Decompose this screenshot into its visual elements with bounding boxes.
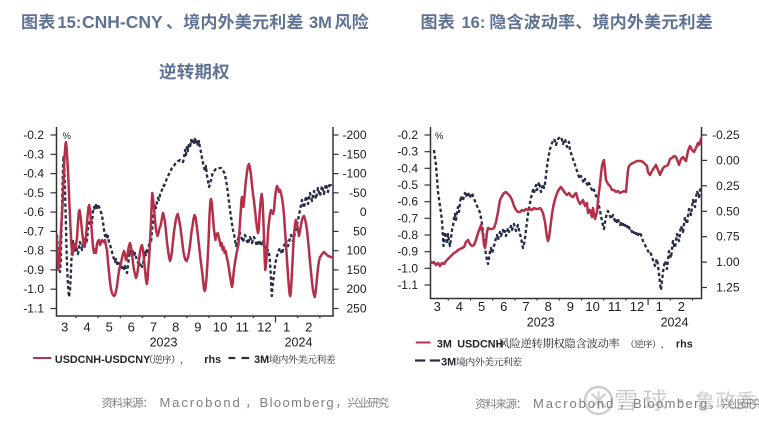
svg-text:-0.8: -0.8 [397,228,418,242]
svg-text:250: 250 [346,302,366,316]
svg-text:-0.5: -0.5 [397,178,418,192]
svg-text:-150: -150 [342,147,366,161]
svg-text:-1.1: -1.1 [23,302,44,316]
svg-text:CNH-CNY: CNH-CNY [82,12,163,32]
svg-text:12: 12 [257,320,271,335]
svg-text:3M: 3M [441,357,456,369]
svg-text:-0.2: -0.2 [23,128,44,142]
svg-text:0.50: 0.50 [716,204,740,218]
svg-text:Bloomberg: Bloomberg [260,395,335,410]
svg-text:10: 10 [585,299,599,314]
svg-text:0.25: 0.25 [716,179,740,193]
svg-text:5: 5 [478,299,485,314]
svg-text:-0.7: -0.7 [23,224,44,238]
svg-text:7: 7 [522,299,529,314]
svg-text:7: 7 [150,320,157,335]
svg-text:2024: 2024 [661,316,689,330]
svg-text:Bloomberg: Bloomberg [633,396,708,411]
svg-text:-1.1: -1.1 [397,278,418,292]
svg-text:5: 5 [106,320,113,335]
svg-text:-0.6: -0.6 [397,195,418,209]
svg-text:3M: 3M [309,14,332,32]
svg-text:15:: 15: [58,14,82,32]
svg-text:USDCNH: USDCNH [457,339,503,351]
svg-text:6: 6 [128,320,135,335]
svg-text:%: % [435,131,444,142]
svg-text:-0.3: -0.3 [23,147,44,161]
svg-text:1: 1 [656,299,663,314]
svg-text:1: 1 [283,320,290,335]
svg-text:-0.8: -0.8 [23,244,44,258]
svg-text:4: 4 [456,299,463,314]
svg-text:-0.25: -0.25 [712,128,740,142]
svg-text:3M: 3M [254,354,269,366]
svg-text:0.00: 0.00 [716,153,740,167]
svg-text:2: 2 [305,320,312,335]
svg-text:USDCNH-USDCNY: USDCNH-USDCNY [55,354,151,366]
svg-text:1.00: 1.00 [716,255,740,269]
svg-text:50: 50 [353,224,367,238]
svg-text:rhs: rhs [676,339,693,351]
svg-text:2: 2 [678,299,685,314]
svg-text:-0.2: -0.2 [397,128,418,142]
svg-text:9: 9 [567,299,574,314]
svg-text:4: 4 [83,320,90,335]
svg-text:2023: 2023 [527,316,555,330]
svg-text:3: 3 [61,320,68,335]
svg-text:16:: 16: [462,14,486,32]
svg-text:-0.4: -0.4 [23,167,44,181]
svg-text:-1.0: -1.0 [397,261,418,275]
svg-text:9: 9 [194,320,201,335]
svg-text:8: 8 [172,320,179,335]
svg-text:Macrobond: Macrobond [160,395,242,410]
svg-text:12: 12 [630,299,644,314]
svg-text:2023: 2023 [150,336,178,350]
svg-text:-0.3: -0.3 [397,145,418,159]
svg-text:-1.0: -1.0 [23,282,44,296]
svg-text:-0.9: -0.9 [23,263,44,277]
svg-text:150: 150 [346,263,366,277]
svg-text:1.25: 1.25 [716,281,740,295]
svg-text:-0.4: -0.4 [397,161,418,175]
svg-text:0: 0 [360,205,367,219]
svg-text:11: 11 [235,320,249,335]
svg-text:2024: 2024 [285,336,313,350]
svg-text:8: 8 [545,299,552,314]
svg-text:-0.5: -0.5 [23,186,44,200]
svg-text:-0.7: -0.7 [397,211,418,225]
svg-text:10: 10 [213,320,227,335]
svg-text:3M: 3M [437,339,452,351]
svg-text:100: 100 [346,244,366,258]
svg-text:11: 11 [608,299,622,314]
svg-text:200: 200 [346,282,366,296]
svg-text:rhs: rhs [204,354,221,366]
svg-text:3: 3 [434,299,441,314]
svg-text:-100: -100 [342,167,366,181]
svg-text:%: % [63,131,72,142]
svg-text:-50: -50 [349,186,367,200]
svg-text:0.75: 0.75 [716,230,740,244]
svg-text:-200: -200 [342,128,366,142]
svg-text:-0.9: -0.9 [397,245,418,259]
svg-text:Macrobond: Macrobond [533,396,615,411]
svg-text:-0.6: -0.6 [23,205,44,219]
svg-text:6: 6 [500,299,507,314]
